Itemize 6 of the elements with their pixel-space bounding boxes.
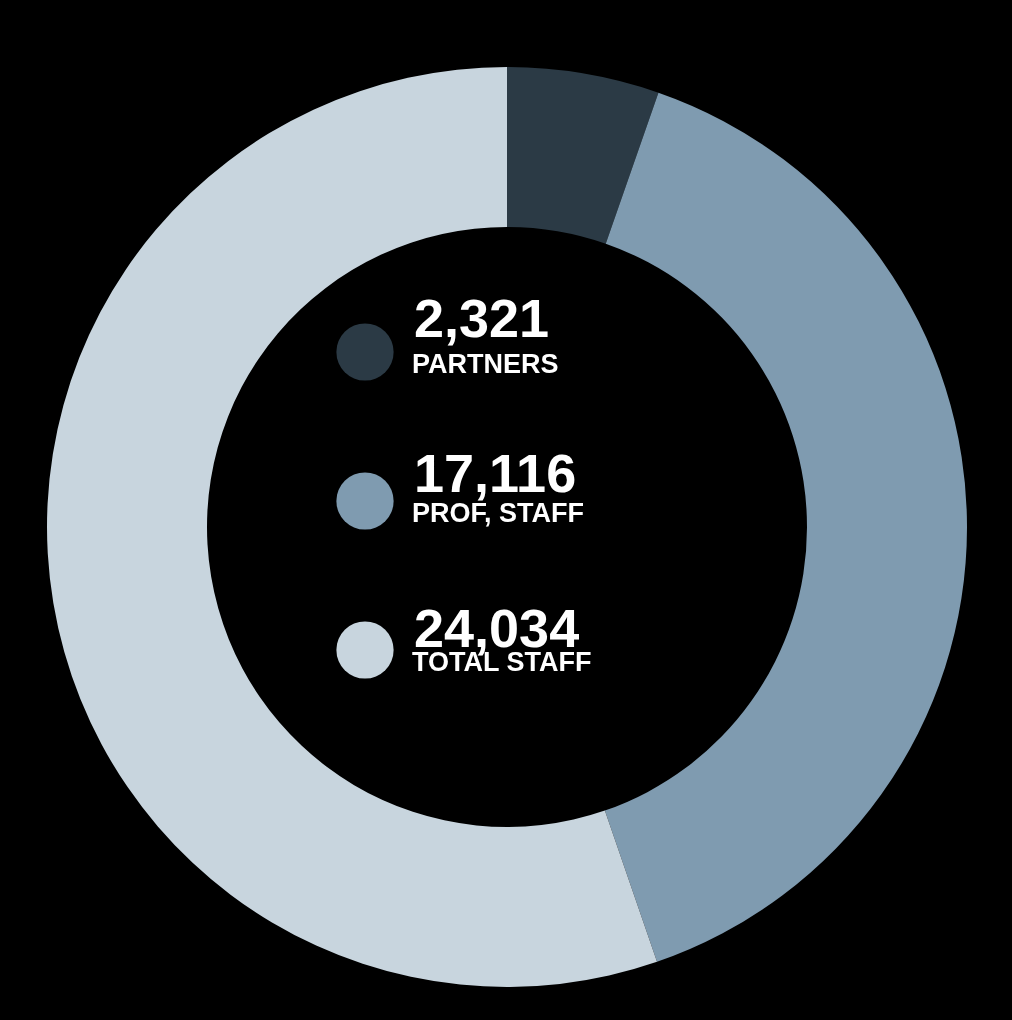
data-label: 2,321: [414, 288, 550, 348]
legend-label: PARTNERS: [412, 349, 559, 379]
donut-slice: [47, 67, 658, 987]
donut-slice: [604, 92, 967, 962]
donut-slice: [507, 67, 659, 244]
data-label: 17,116: [414, 443, 577, 503]
